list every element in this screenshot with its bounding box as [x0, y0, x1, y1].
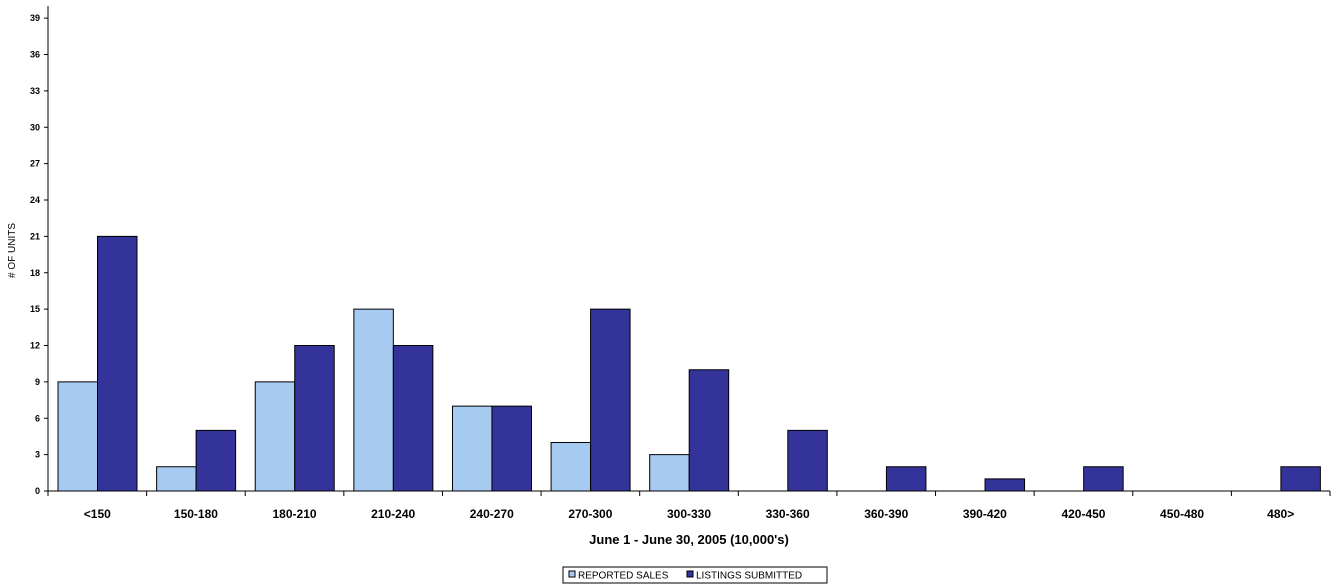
bar-listings-submitted	[195, 429, 237, 492]
y-tick-label: 0	[35, 486, 40, 496]
x-axis-label: June 1 - June 30, 2005 (10,000's)	[589, 532, 789, 547]
bar-reported-sales	[649, 454, 690, 492]
y-tick-label: 30	[30, 122, 40, 132]
x-tick-label: 330-360	[766, 507, 810, 521]
bar-listings-submitted	[97, 235, 138, 492]
x-tick-label: 480>	[1267, 507, 1294, 521]
bar-reported-sales	[156, 466, 197, 492]
legend: REPORTED SALES LISTINGS SUBMITTED	[562, 566, 828, 584]
bar-reported-sales	[353, 308, 394, 492]
y-tick-label: 3	[35, 450, 40, 460]
bar-listings-submitted	[885, 466, 927, 492]
y-tick-label: 18	[30, 268, 40, 278]
bars-group	[57, 235, 1321, 492]
bar-reported-sales	[451, 405, 493, 492]
x-tick-label: 300-330	[667, 507, 711, 521]
y-tick-label: 24	[30, 195, 40, 205]
bar-listings-submitted	[294, 345, 335, 492]
bar-reported-sales	[57, 381, 98, 492]
y-axis-label: # OF UNITS	[7, 223, 18, 278]
y-tick-label: 15	[30, 304, 40, 314]
x-tick-label: 390-420	[963, 507, 1007, 521]
bar-listings-submitted	[1280, 466, 1321, 492]
y-tick-label: 27	[30, 159, 40, 169]
y-tick-label: 21	[30, 231, 40, 241]
y-tick-label: 36	[30, 50, 40, 60]
bar-listings-submitted	[1083, 466, 1124, 492]
bar-listings-submitted	[392, 345, 434, 492]
legend-swatch-listings-submitted	[686, 570, 694, 578]
x-tick-label: 360-390	[864, 507, 908, 521]
y-tick-label: 12	[30, 341, 40, 351]
legend-label-reported-sales: REPORTED SALES	[578, 571, 669, 582]
y-tick-label: 33	[30, 86, 40, 96]
y-tick-label: 6	[35, 413, 40, 423]
bar-listings-submitted	[984, 478, 1026, 492]
legend-label-listings-submitted: LISTINGS SUBMITTED	[696, 571, 802, 582]
x-tick-label: 150-180	[174, 507, 218, 521]
x-tick-label: <150	[84, 507, 111, 521]
x-tick-label: 210-240	[371, 507, 415, 521]
x-tick-label: 450-480	[1160, 507, 1204, 521]
bar-reported-sales	[550, 442, 592, 492]
legend-box	[562, 566, 828, 584]
x-tick-label: 240-270	[470, 507, 514, 521]
bar-reported-sales	[254, 381, 296, 492]
bar-listings-submitted	[787, 429, 828, 492]
bar-listings-submitted	[688, 369, 730, 492]
x-ticks-group: <150 150-180 180-210 210-240 240-270 270-300 3…	[47, 491, 1331, 521]
legend-swatch-reported-sales	[568, 570, 576, 578]
y-tick-label: 39	[30, 13, 40, 23]
axes-group	[47, 6, 1330, 492]
y-tick-label: 9	[35, 377, 40, 387]
x-tick-label: 420-450	[1061, 507, 1105, 521]
x-tick-label: 180-210	[273, 507, 317, 521]
x-tick-label: 270-300	[568, 507, 612, 521]
bar-listings-submitted	[590, 308, 631, 492]
bar-listings-submitted	[491, 405, 532, 492]
